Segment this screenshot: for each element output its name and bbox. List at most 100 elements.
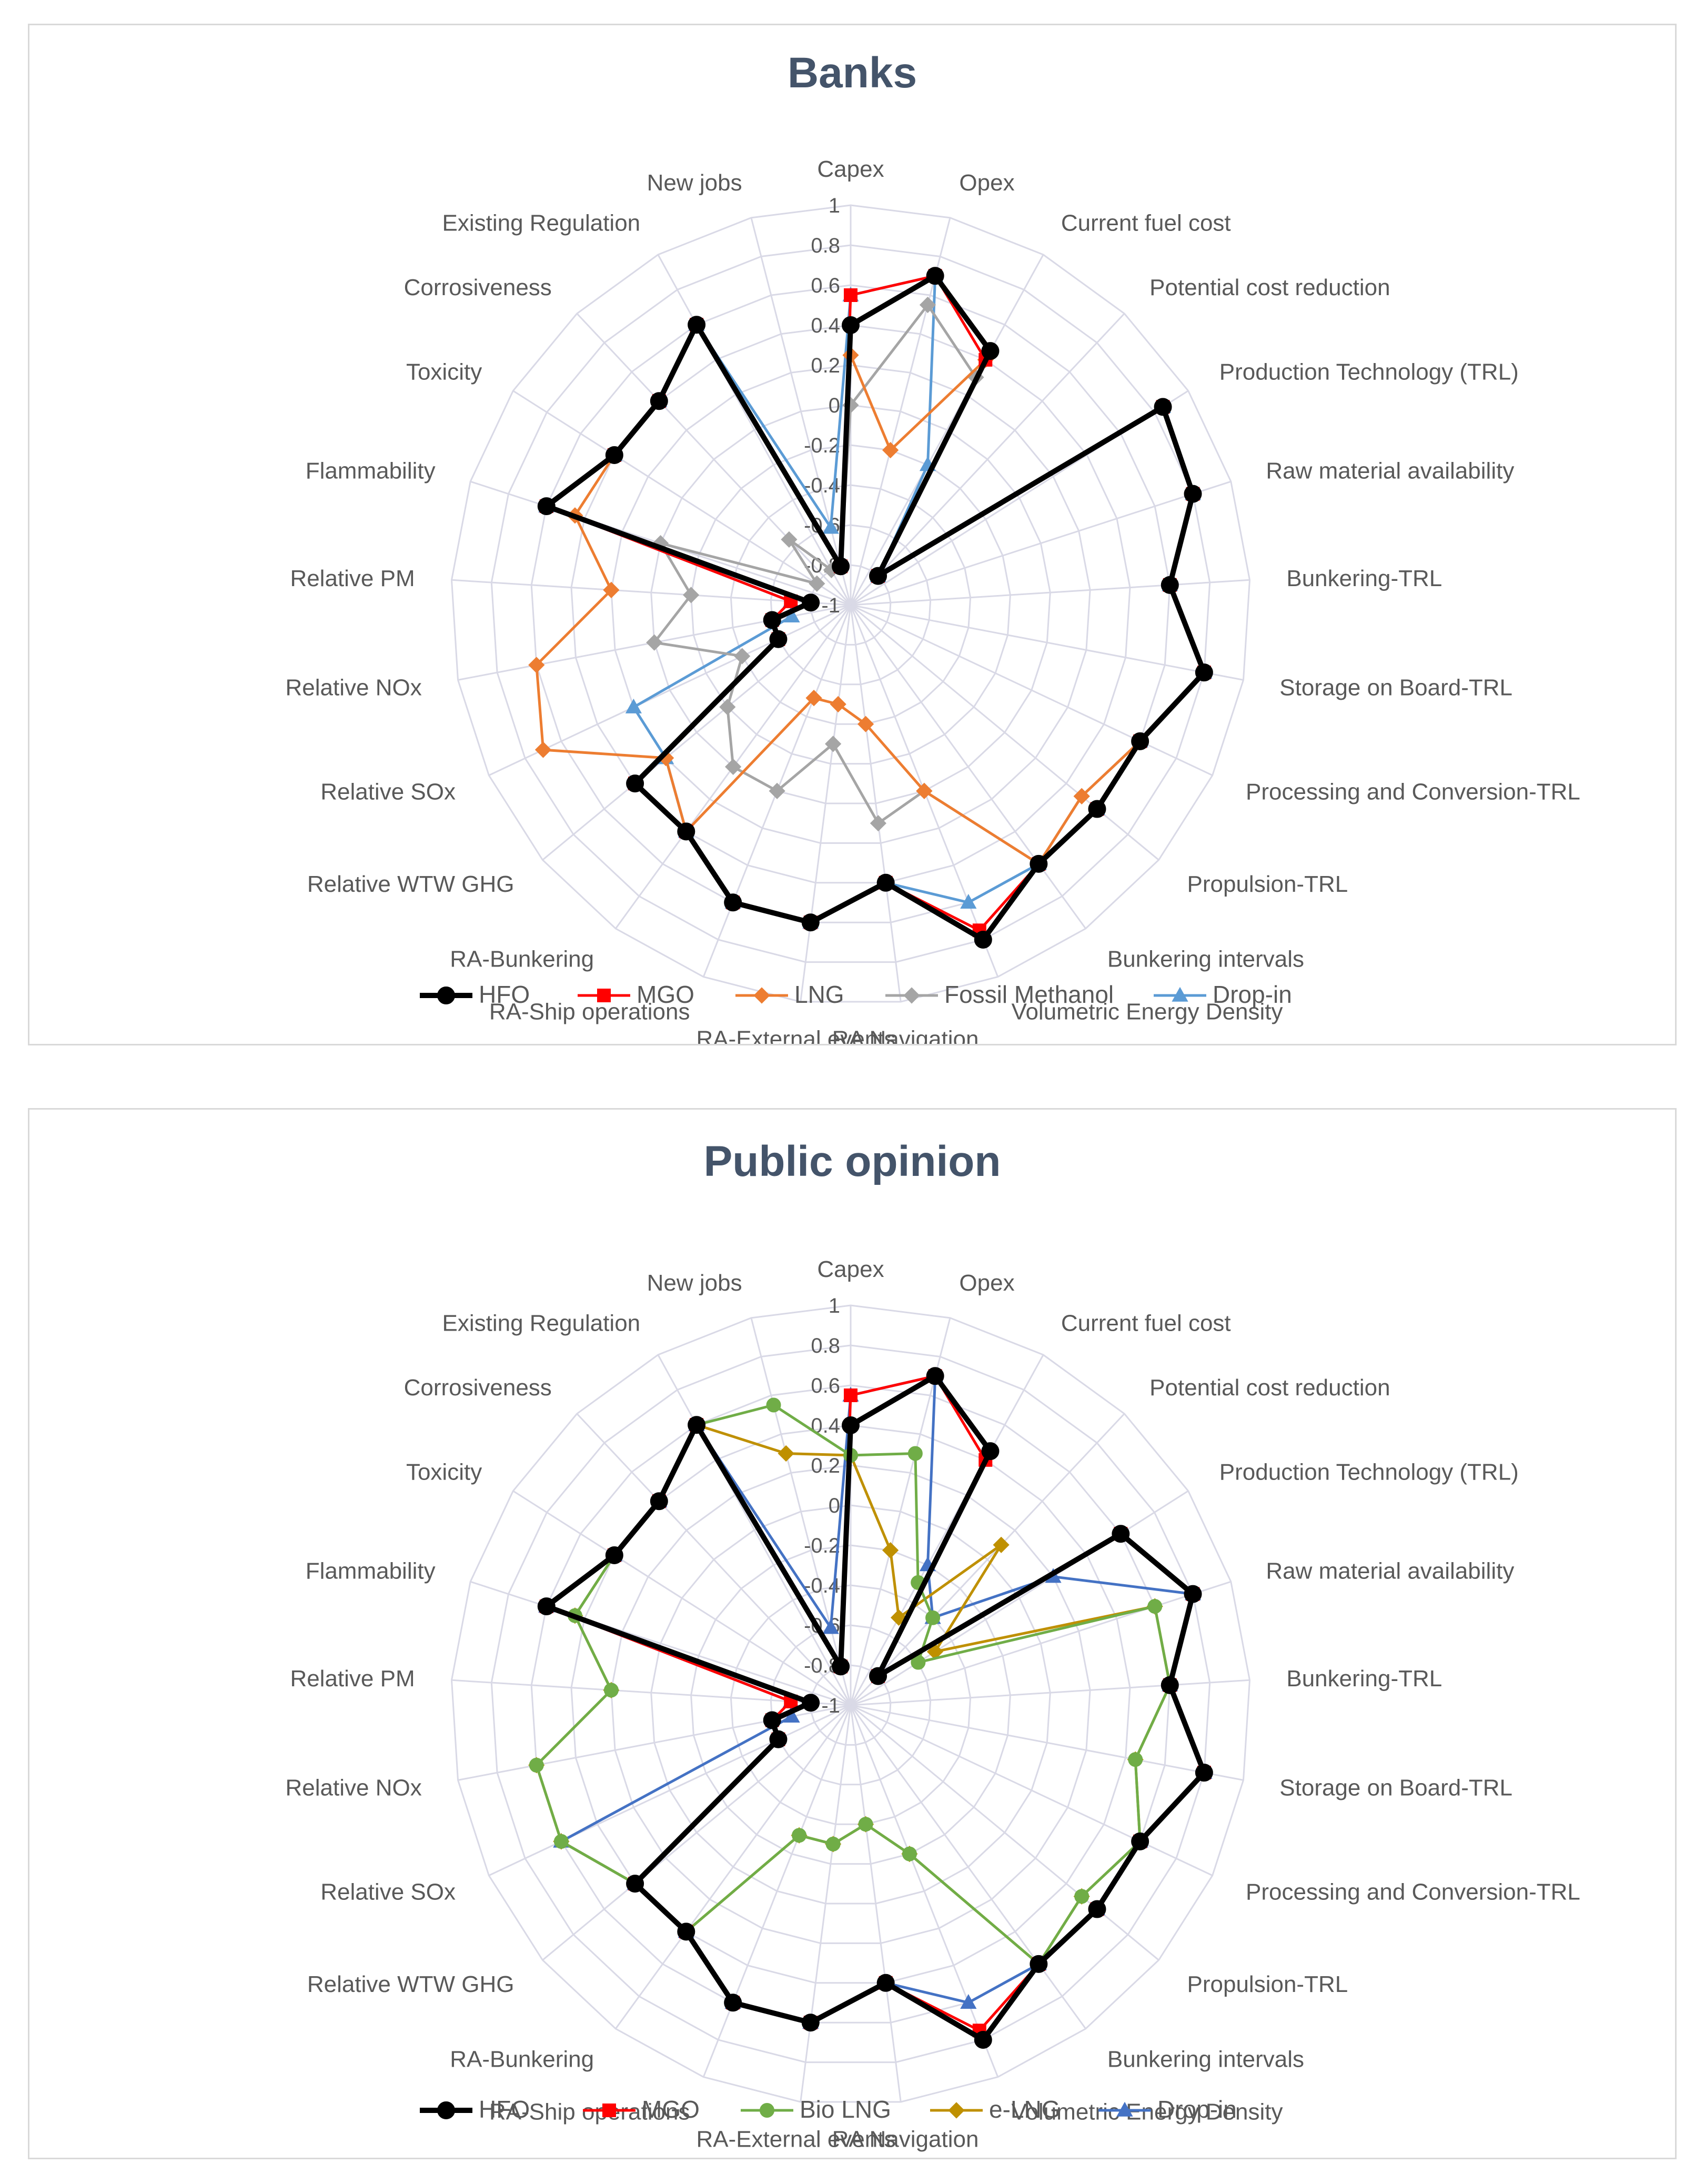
spoke-line [850, 579, 1250, 606]
category-label-relative-pm: Relative PM [290, 566, 415, 591]
data-point-lng-opex [882, 441, 899, 459]
category-label-bunkering-trl: Bunkering-TRL [1286, 566, 1442, 591]
data-point-bio-lng-ra-ship-operations [792, 1828, 807, 1843]
grid-ring [570, 324, 1131, 884]
grid-ring [530, 1384, 1171, 2024]
data-point-bio-lng-relative-nox [529, 1757, 544, 1773]
data-point-hfo-production-technology-trl [1154, 398, 1172, 416]
series-hfo [537, 1367, 1213, 2049]
category-label-raw-material-availability: Raw material availability [1266, 1558, 1514, 1584]
spoke-line [850, 1581, 1232, 1706]
category-label-storage-on-board-trl: Storage on Board-TRL [1279, 1775, 1512, 1801]
data-point-hfo-bunkering-intervals [1030, 854, 1048, 873]
legend-item-bio-lng: Bio LNG [741, 2096, 891, 2123]
category-label-storage-on-board-trl: Storage on Board-TRL [1279, 675, 1512, 701]
category-label-ra-ship-operations: RA-Ship operations [489, 2099, 690, 2125]
data-point-e-lng-potential-cost-reduction [993, 1536, 1010, 1553]
grid-ring [650, 404, 1051, 804]
data-point-lng-ra-navigation [857, 716, 874, 732]
data-point-bio-lng-ra-external-events [825, 1836, 841, 1851]
data-point-bio-lng-storage-on-board-trl [1128, 1752, 1143, 1767]
spoke-line [488, 604, 851, 776]
category-label-ra-external-events: RA-External events [696, 2126, 895, 2152]
spoke-line [850, 1705, 902, 2102]
legend-label-hfo: HFO [479, 981, 530, 1008]
spoke-line [458, 1704, 851, 1781]
category-label-relative-pm: Relative PM [290, 1666, 415, 1692]
category-labels: Capex Opex Current fuel cost Potential cost… [286, 156, 1580, 1044]
data-point-e-lng-current-fuel-cost [890, 1609, 907, 1626]
data-point-bio-lng-ra-navigation [858, 1817, 873, 1832]
tick-label: 0 [829, 394, 840, 417]
legend: HFO MGO Bio LNG e-LNG Drop-in [420, 2096, 1237, 2123]
data-point-hfo-processing-and-conversion-trl [1131, 1832, 1149, 1850]
category-label-production-technology-trl: Production Technology (TRL) [1219, 1459, 1519, 1485]
category-label-corrosiveness: Corrosiveness [404, 275, 552, 300]
data-point-hfo-relative-wtw-ghg [626, 1875, 644, 1893]
legend-item-mgo: MGO [583, 2096, 700, 2123]
data-point-lng-propulsion-trl [1073, 788, 1090, 804]
tick-label: -0.2 [804, 434, 840, 457]
spoke-line [850, 1354, 1044, 1706]
legend-marker-e-lng [948, 2102, 965, 2119]
chart-panel-public-opinion: Public opinion -1 -0.8 -0.6 -0.4 -0.2 0 0.2 0.4 0… [28, 1108, 1677, 2159]
grid-ring [690, 1544, 1011, 1865]
radar-grid [450, 1304, 1251, 2103]
data-point-hfo-flammability [537, 1597, 556, 1616]
grid-ring [610, 364, 1091, 844]
data-point-hfo-relative-pm [802, 1694, 820, 1712]
spoke-line [850, 1413, 1125, 1706]
data-point-hfo-current-fuel-cost [981, 1442, 1000, 1461]
chart-panel-banks: Banks -1 -0.8 -0.6 -0.4 -0.2 0 0.2 0.4 0.6 0.8 1 Cap… [28, 24, 1677, 1045]
data-point-lng-relative-sox [534, 741, 552, 758]
grid-ring [810, 1664, 892, 1746]
data-point-hfo-opex [926, 1367, 944, 1385]
data-point-hfo-bunkering-trl [1161, 1676, 1179, 1694]
chart-title: Banks [788, 49, 917, 97]
spoke-line [576, 1413, 852, 1706]
spoke-line [850, 604, 1244, 681]
legend-marker-bio-lng [760, 2103, 774, 2118]
data-point-hfo-toxicity [605, 446, 623, 464]
data-point-drop-in-relative-nox [783, 608, 800, 623]
data-point-mgo-capex [844, 1388, 857, 1402]
data-point-fossil-methanol-opex [919, 296, 936, 314]
data-point-hfo-existing-regulation [688, 1416, 706, 1434]
data-point-hfo-raw-material-availability [1184, 1585, 1202, 1603]
category-label-bunkering-intervals: Bunkering intervals [1107, 2046, 1304, 2072]
chart-title: Public opinion [704, 1138, 1001, 1185]
spoke-line [576, 313, 852, 606]
category-label-new-jobs: New jobs [647, 1270, 742, 1296]
data-point-hfo-corrosiveness [650, 1492, 668, 1511]
tick-label: 0.4 [811, 1414, 840, 1437]
category-label-flammability: Flammability [306, 458, 436, 484]
legend-label-fossil-methanol: Fossil Methanol [944, 981, 1114, 1008]
category-label-opex: Opex [959, 170, 1014, 196]
data-point-hfo-ra-bunkering [677, 1923, 695, 1941]
data-point-bio-lng-propulsion-trl [1074, 1889, 1089, 1904]
spoke-line [850, 313, 1125, 606]
tick-label: 0.2 [811, 354, 840, 377]
data-point-hfo-bunkering-intervals [1030, 1955, 1048, 1973]
data-point-fossil-methanol-relative-sox [734, 648, 751, 665]
category-label-new-jobs: New jobs [647, 170, 742, 196]
series-hfo [537, 267, 1213, 949]
category-label-volumetric-energy-density: Volumetric Energy Density [1012, 999, 1283, 1025]
spoke-line [542, 604, 851, 861]
legend-item-drop-in: Drop-in [1098, 2096, 1237, 2123]
data-point-fossil-methanol-relative-pm [682, 587, 700, 603]
data-point-drop-in-relative-nox [783, 1708, 800, 1723]
category-label-ra-ship-operations: RA-Ship operations [489, 999, 690, 1025]
category-label-flammability: Flammability [306, 1558, 436, 1584]
category-label-volumetric-energy-density: Volumetric Energy Density [1012, 2099, 1283, 2125]
category-label-existing-regulation: Existing Regulation [442, 1311, 640, 1336]
data-point-hfo-ra-external-events [801, 913, 820, 932]
data-point-e-lng-production-technology-trl [926, 1643, 944, 1660]
legend-item-mgo: MGO [578, 981, 694, 1008]
series-line-drop-in [545, 1374, 1206, 2024]
spoke-line [657, 254, 852, 606]
data-point-lng-volumetric-energy-density [916, 782, 933, 799]
data-point-hfo-new-jobs [832, 557, 850, 576]
radar-chart-public-opinion: Public opinion-1-0.8-0.6-0.4-0.200.20.40… [286, 1138, 1580, 2152]
spoke-line [750, 217, 852, 606]
